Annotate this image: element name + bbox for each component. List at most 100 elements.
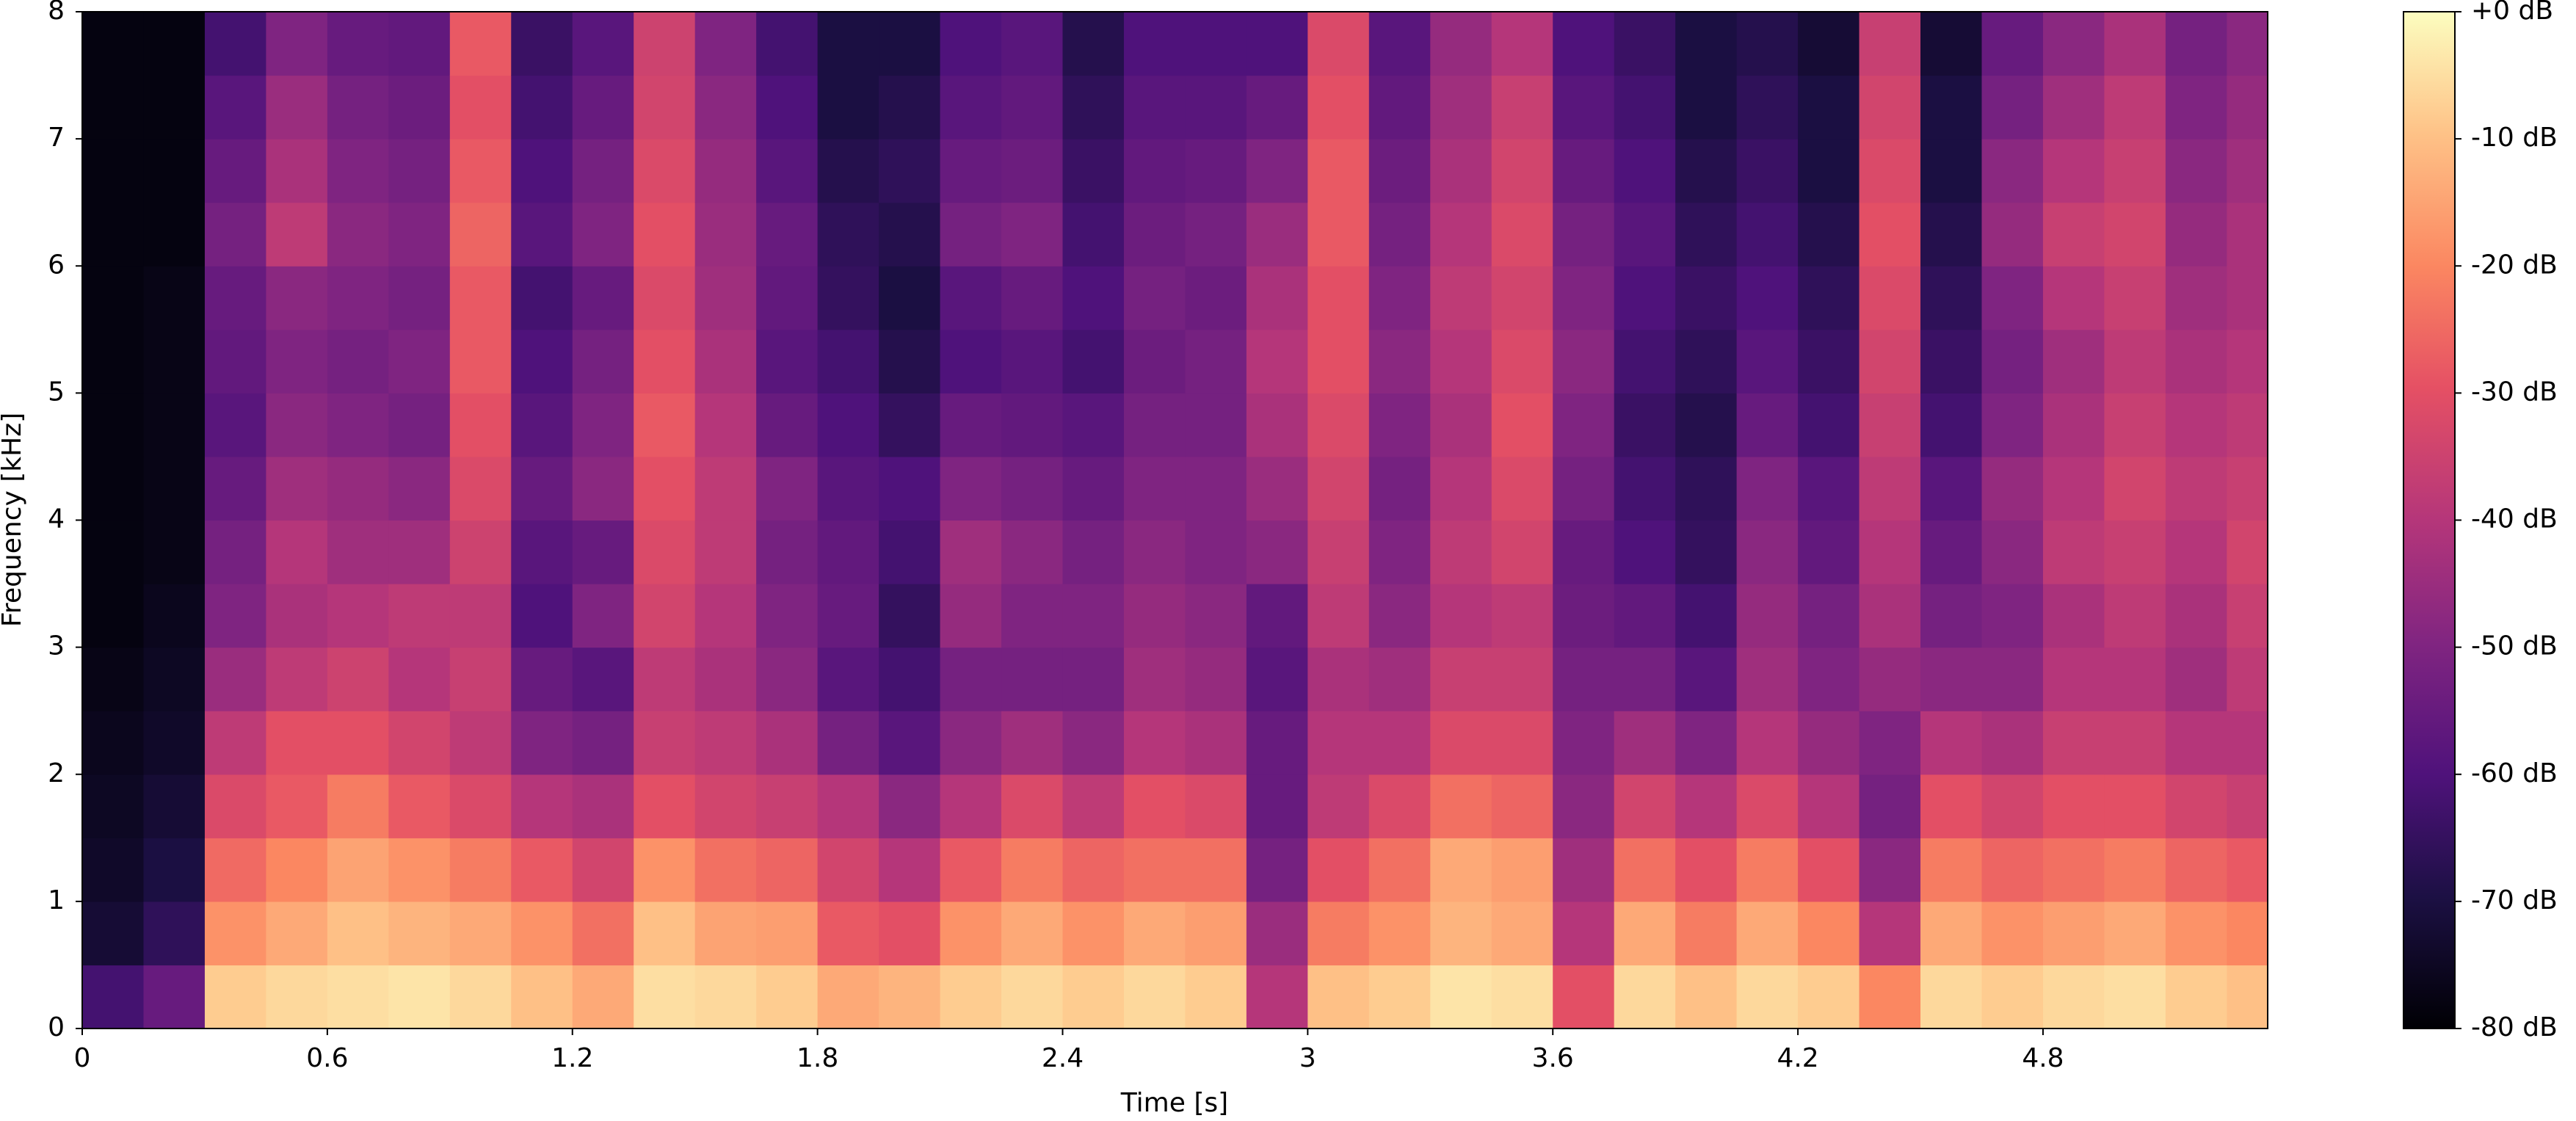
spectrogram-cell [388, 329, 451, 393]
spectrogram-cell [1614, 711, 1676, 775]
spectrogram-cell [940, 584, 1002, 648]
spectrogram-cell [82, 838, 145, 902]
spectrogram-cell [2227, 139, 2268, 203]
spectrogram-cell [1981, 838, 2044, 902]
spectrogram-cell [82, 266, 145, 330]
spectrogram-cell [1001, 965, 1064, 1029]
spectrogram-cell [143, 901, 206, 966]
spectrogram-cell [1491, 965, 1553, 1029]
spectrogram-cell [266, 12, 328, 76]
spectrogram-cell [1491, 139, 1553, 203]
spectrogram-cell [1430, 139, 1492, 203]
spectrogram-cell [143, 520, 206, 584]
spectrogram-cell [1430, 774, 1492, 838]
spectrogram-cell [879, 838, 941, 902]
spectrogram-cell [1920, 647, 1983, 711]
spectrogram-cell [204, 711, 267, 775]
spectrogram-cell [1368, 75, 1431, 139]
spectrogram-cell [1798, 838, 1860, 902]
spectrogram-cell [388, 12, 451, 76]
spectrogram-cell [449, 12, 512, 76]
spectrogram-cell [2042, 393, 2105, 457]
spectrogram-cell [1798, 520, 1860, 584]
spectrogram-cell [1553, 202, 1615, 266]
spectrogram-cell [1123, 139, 1186, 203]
spectrogram-cell [2104, 75, 2166, 139]
spectrogram-cell [1859, 12, 1921, 76]
spectrogram-cell [327, 456, 389, 521]
spectrogram-cell [327, 584, 389, 648]
spectrogram-cell [1430, 647, 1492, 711]
spectrogram-cell [1368, 520, 1431, 584]
spectrogram-cell [1185, 838, 1247, 902]
spectrogram-cell [1981, 329, 2044, 393]
spectrogram-cell [694, 711, 757, 775]
spectrogram-cell [82, 202, 145, 266]
spectrogram-cell [1981, 584, 2044, 648]
colorbar-tick-label: -60 dB [2471, 758, 2558, 788]
spectrogram-cell [879, 12, 941, 76]
spectrogram-cell [2227, 774, 2268, 838]
spectrogram-cell [511, 139, 573, 203]
spectrogram-cell [266, 901, 328, 966]
spectrogram-cell [327, 965, 389, 1029]
spectrogram-cell [1491, 329, 1553, 393]
spectrogram-cell [1981, 266, 2044, 330]
spectrogram-cell [204, 75, 267, 139]
spectrogram-cell [1123, 774, 1186, 838]
spectrogram-cell [143, 774, 206, 838]
spectrogram-cell [634, 774, 696, 838]
spectrogram-cell [1307, 711, 1370, 775]
spectrogram-cell [1001, 202, 1064, 266]
spectrogram-cell [879, 456, 941, 521]
spectrogram-cell [82, 584, 145, 648]
spectrogram-cell [694, 456, 757, 521]
spectrogram-cell [1553, 520, 1615, 584]
spectrogram-cell [1675, 774, 1738, 838]
spectrogram-cell [879, 584, 941, 648]
spectrogram-cell [143, 266, 206, 330]
spectrogram-cell [1920, 139, 1983, 203]
spectrogram-cell [2042, 520, 2105, 584]
spectrogram-cell [756, 456, 819, 521]
colorbar-tick-label: -80 dB [2471, 1012, 2558, 1042]
spectrogram-cell [634, 456, 696, 521]
spectrogram-cell [1614, 838, 1676, 902]
spectrogram-cell [2165, 774, 2227, 838]
spectrogram-cell [511, 520, 573, 584]
spectrogram-cell [1185, 774, 1247, 838]
spectrogram-cell [634, 520, 696, 584]
colorbar-tick-label: -40 dB [2471, 504, 2558, 534]
x-tick-label: 3.6 [1532, 1043, 1574, 1073]
spectrogram-cell [1736, 75, 1799, 139]
spectrogram-cell [2165, 584, 2227, 648]
spectrogram-cell [634, 584, 696, 648]
spectrogram-cell [2042, 75, 2105, 139]
spectrogram-cell [204, 838, 267, 902]
spectrogram-cell [2165, 139, 2227, 203]
spectrogram-cell [572, 774, 634, 838]
spectrogram-cell [143, 965, 206, 1029]
spectrogram-cell [1246, 711, 1308, 775]
spectrogram-cell [1981, 12, 2044, 76]
y-tick-label: 2 [48, 758, 65, 788]
spectrogram-cell [2165, 965, 2227, 1029]
spectrogram-cell [1123, 584, 1186, 648]
spectrogram-cell [1981, 901, 2044, 966]
spectrogram-cell [1553, 12, 1615, 76]
spectrogram-cell [1001, 456, 1064, 521]
spectrogram-cell [1614, 139, 1676, 203]
spectrogram-cell [1246, 202, 1308, 266]
spectrogram-cell [1981, 75, 2044, 139]
spectrogram-cell [143, 329, 206, 393]
spectrogram-cell [817, 329, 879, 393]
spectrogram-cell [1553, 774, 1615, 838]
spectrogram-cell [1001, 584, 1064, 648]
spectrogram-cell [1614, 901, 1676, 966]
spectrogram-cell [694, 838, 757, 902]
spectrogram-cell [1798, 647, 1860, 711]
spectrogram-cell [572, 647, 634, 711]
spectrogram-cell [1307, 584, 1370, 648]
spectrogram-cell [511, 329, 573, 393]
